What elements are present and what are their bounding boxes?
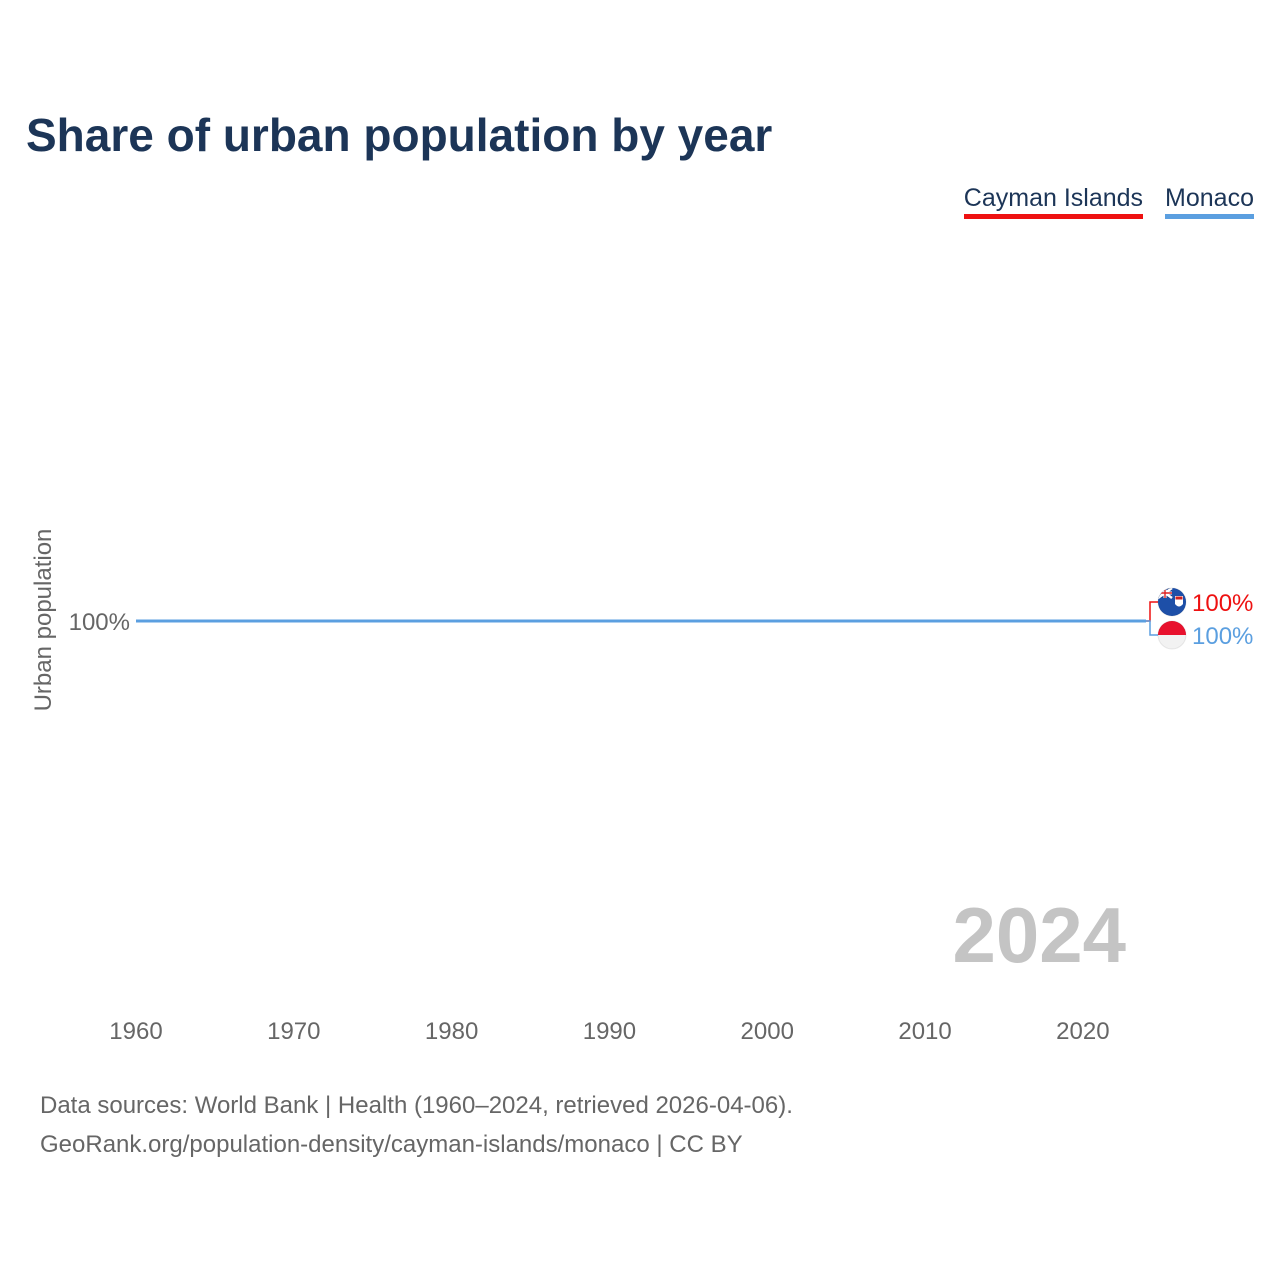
y-axis: 100%	[69, 609, 130, 636]
source-note: Data sources: World Bank | Health (1960–…	[40, 1086, 793, 1164]
x-tick-label: 1960	[109, 1018, 162, 1045]
current-year-label: 2024	[952, 891, 1126, 979]
end-connector	[1146, 601, 1158, 622]
x-tick-label: 1970	[267, 1018, 320, 1045]
end-markers: 100% 100%	[1146, 587, 1253, 650]
y-axis-label: Urban population	[30, 529, 57, 712]
cayman-islands-flag-icon	[1157, 587, 1187, 617]
x-tick-label: 2020	[1056, 1018, 1109, 1045]
source-line-2: GeoRank.org/population-density/cayman-is…	[40, 1131, 743, 1158]
y-tick-label: 100%	[69, 609, 130, 636]
monaco-flag-icon	[1157, 620, 1187, 650]
end-value-label: 100%	[1192, 623, 1253, 650]
source-line-1: Data sources: World Bank | Health (1960–…	[40, 1092, 793, 1119]
chart-title: Share of urban population by year	[26, 109, 773, 161]
x-tick-label: 1980	[425, 1018, 478, 1045]
end-connector	[1146, 620, 1158, 636]
x-tick-label: 1990	[583, 1018, 636, 1045]
legend-item-cayman-islands[interactable]: Cayman Islands	[963, 184, 1144, 219]
x-tick-label: 2000	[741, 1018, 794, 1045]
legend-item-monaco[interactable]: Monaco	[1165, 184, 1254, 219]
end-value-label: 100%	[1192, 590, 1253, 617]
legend: Cayman Islands Monaco	[963, 184, 1254, 219]
x-axis: 1960 1970 1980 1990 2000 2010 2020	[109, 1018, 1109, 1045]
x-tick-label: 2010	[898, 1018, 951, 1045]
